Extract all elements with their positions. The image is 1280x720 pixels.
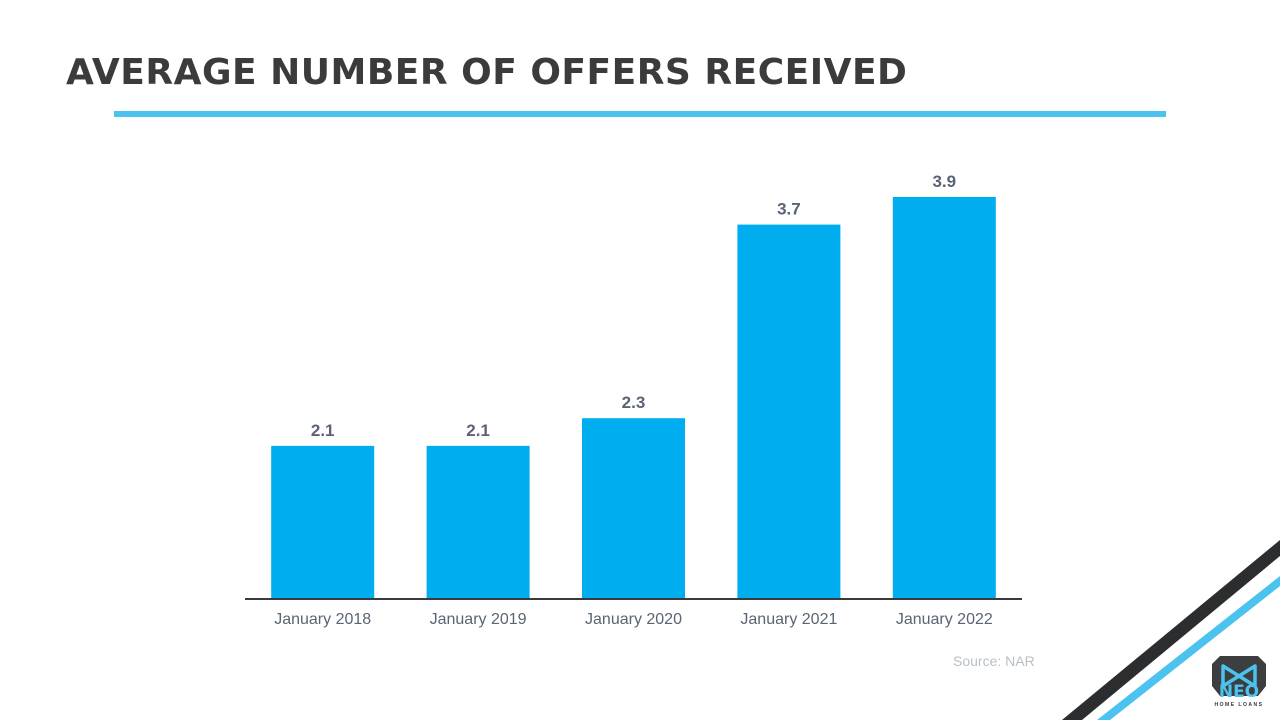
dark-stripe	[1062, 540, 1280, 720]
blue-stripe	[1097, 576, 1280, 720]
data-label: 3.7	[777, 200, 801, 219]
data-label: 2.1	[311, 421, 335, 440]
bar	[737, 224, 841, 598]
data-label: 3.9	[932, 172, 956, 191]
x-tick-label: January 2022	[896, 611, 993, 628]
neo-logo-icon	[1212, 656, 1266, 696]
source-note: Source: NAR	[953, 653, 1035, 669]
x-tick-label: January 2021	[740, 611, 837, 628]
bar	[582, 418, 685, 598]
logo-name: NEO	[1218, 682, 1260, 702]
data-label: 2.3	[622, 393, 646, 412]
logo-subtitle: HOME LOANS	[1214, 702, 1264, 708]
x-tick-label: January 2018	[274, 611, 371, 628]
bar	[426, 445, 530, 598]
page-title: AVERAGE NUMBER OF OFFERS RECEIVED	[66, 52, 908, 93]
x-tick-label: January 2019	[430, 611, 527, 628]
x-tick-label: January 2020	[585, 611, 682, 628]
bar	[271, 445, 375, 598]
title-underline	[114, 111, 1166, 117]
bar	[892, 196, 996, 598]
data-label: 2.1	[466, 421, 490, 440]
